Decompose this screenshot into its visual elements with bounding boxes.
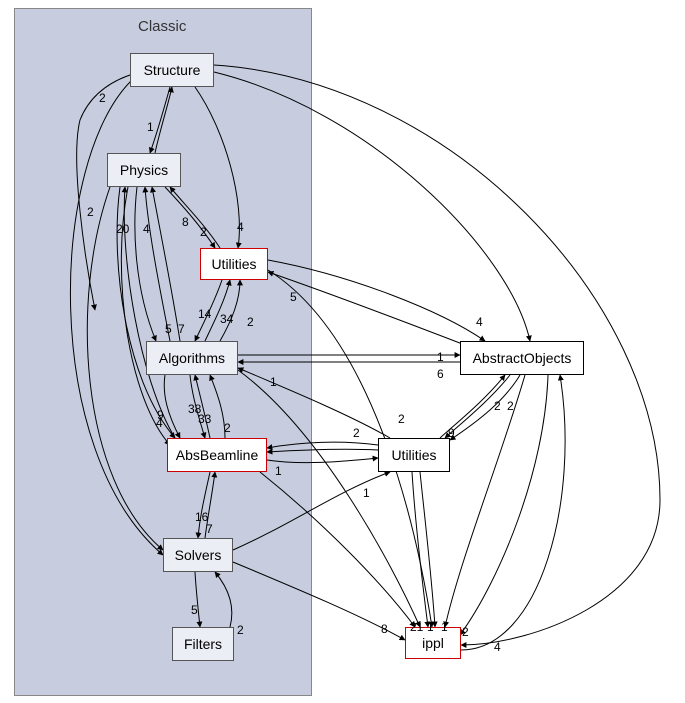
- edge-e37: [238, 368, 390, 438]
- edge-label-e6: 2: [200, 225, 207, 239]
- edge-label-e29: 1: [441, 620, 448, 634]
- edge-e33: [268, 272, 465, 345]
- node-solvers[interactable]: Solvers: [163, 538, 233, 572]
- edge-e23: [267, 449, 378, 452]
- edge-label-e4: 4: [143, 222, 150, 236]
- node-structure[interactable]: Structure: [130, 53, 214, 87]
- node-algorithms[interactable]: Algorithms: [146, 341, 238, 375]
- edge-e6: [165, 187, 215, 248]
- edge-label-e2: 2: [99, 91, 106, 105]
- edge-e3: [155, 87, 172, 153]
- edge-label-e1: 1: [147, 120, 154, 134]
- edge-label-e16: 2: [224, 421, 231, 435]
- edge-label-e12: 5: [165, 322, 172, 336]
- node-physics[interactable]: Physics: [107, 153, 181, 187]
- edge-label-e27: 21: [410, 620, 423, 634]
- edge-e25: [215, 572, 232, 627]
- edge-e32: [268, 260, 485, 341]
- node-abstractobjects[interactable]: AbstractObjects: [460, 341, 584, 375]
- edge-e7: [170, 187, 220, 248]
- node-utilities2[interactable]: Utilities: [378, 438, 450, 472]
- edge-label-e48: 1: [270, 375, 277, 389]
- edge-label-e10: 34: [220, 312, 233, 326]
- edge-label-e31: 4: [494, 640, 501, 654]
- edge-label-e25: 2: [237, 623, 244, 637]
- edge-label-e37: 2: [398, 412, 405, 426]
- edge-label-e30: 2: [462, 625, 469, 639]
- edge-e45: [260, 472, 415, 627]
- node-absbeamline[interactable]: AbsBeamline: [167, 438, 267, 472]
- edge-e30: [460, 375, 548, 635]
- edge-label-e45: 1: [363, 486, 370, 500]
- edge-label-e9: 14: [198, 307, 211, 321]
- edge-e27: [412, 472, 428, 627]
- edge-e4: [135, 187, 156, 341]
- edge-label-e18: 6: [437, 367, 444, 381]
- edge-label-e15: 33: [198, 412, 211, 426]
- node-filters[interactable]: Filters: [172, 627, 234, 661]
- edge-e39: [214, 72, 530, 341]
- edge-label-e38: 2: [353, 426, 360, 440]
- edge-label-e36: 2: [507, 399, 514, 413]
- edge-label-e32: 4: [476, 315, 483, 329]
- edge-label-e33: 5: [290, 290, 297, 304]
- edge-label-e5: 20: [116, 222, 129, 236]
- edge-e13: [152, 187, 180, 341]
- edge-label-e7: 8: [182, 215, 189, 229]
- edge-label-e28: 1: [427, 620, 434, 634]
- edge-label-e24: 5: [191, 603, 198, 617]
- edge-label-e26: 8: [381, 622, 388, 636]
- edge-e19: [164, 375, 180, 438]
- edge-label-e22: 1: [275, 464, 282, 478]
- edge-e40: [70, 80, 163, 555]
- edge-e38: [267, 442, 378, 448]
- edge-label-e11: 2: [247, 315, 254, 329]
- edge-label-e44: 4: [156, 416, 163, 430]
- edge-label-e42: 2: [87, 205, 94, 219]
- edge-e11: [220, 280, 240, 341]
- edge-e47: [233, 472, 390, 550]
- edge-e48: [238, 370, 420, 627]
- edge-e26: [233, 562, 405, 640]
- edge-label-e35: 9: [448, 426, 455, 440]
- node-utilities1[interactable]: Utilities: [200, 248, 268, 280]
- edge-label-e21: 7: [206, 522, 213, 536]
- edge-label-e17: 1: [437, 350, 444, 364]
- edge-e24: [195, 572, 200, 627]
- edge-label-e13: 7: [178, 322, 185, 336]
- edge-label-e8: 4: [237, 220, 244, 234]
- edge-e28: [420, 472, 435, 627]
- edge-label-e34: 2: [494, 399, 501, 413]
- edge-e16: [210, 375, 225, 438]
